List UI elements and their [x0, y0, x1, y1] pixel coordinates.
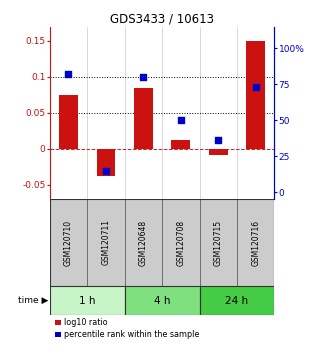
- Point: [216, 137, 221, 143]
- Point: [178, 117, 183, 123]
- Text: GSM120716: GSM120716: [251, 219, 260, 266]
- Point: [253, 84, 258, 90]
- Bar: [97, 149, 115, 176]
- FancyBboxPatch shape: [237, 199, 274, 286]
- Bar: [59, 95, 78, 149]
- FancyBboxPatch shape: [50, 199, 87, 286]
- Text: 4 h: 4 h: [154, 296, 170, 306]
- Bar: [171, 140, 190, 149]
- Text: GSM120715: GSM120715: [214, 219, 223, 266]
- Text: GSM120648: GSM120648: [139, 219, 148, 266]
- Title: GDS3433 / 10613: GDS3433 / 10613: [110, 12, 214, 25]
- Text: time ▶: time ▶: [18, 296, 48, 305]
- Point: [103, 168, 108, 173]
- Text: GSM120711: GSM120711: [101, 219, 110, 266]
- FancyBboxPatch shape: [87, 199, 125, 286]
- Bar: [134, 88, 153, 149]
- Text: 24 h: 24 h: [225, 296, 248, 306]
- Text: GSM120708: GSM120708: [176, 219, 185, 266]
- Text: GSM120710: GSM120710: [64, 219, 73, 266]
- Point: [66, 71, 71, 77]
- Point: [141, 74, 146, 80]
- FancyBboxPatch shape: [162, 199, 200, 286]
- FancyBboxPatch shape: [200, 199, 237, 286]
- FancyBboxPatch shape: [200, 286, 274, 315]
- Bar: [209, 149, 228, 155]
- FancyBboxPatch shape: [125, 199, 162, 286]
- Text: 1 h: 1 h: [79, 296, 95, 306]
- Legend: log10 ratio, percentile rank within the sample: log10 ratio, percentile rank within the …: [54, 318, 200, 340]
- FancyBboxPatch shape: [50, 286, 125, 315]
- Bar: [247, 41, 265, 149]
- FancyBboxPatch shape: [125, 286, 200, 315]
